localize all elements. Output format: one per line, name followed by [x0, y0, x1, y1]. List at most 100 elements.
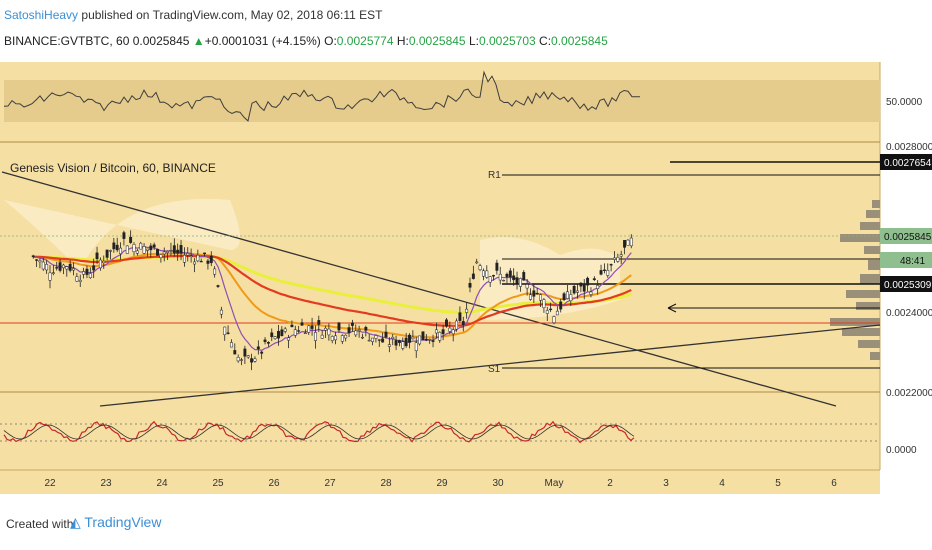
candle-body: [431, 340, 435, 342]
r1-price-tag: [880, 154, 932, 170]
countdown-value: 48:41: [900, 256, 925, 267]
candle-body: [451, 329, 455, 335]
candle-body: [324, 327, 327, 331]
candle-body: [330, 336, 334, 341]
candle-body: [250, 358, 254, 363]
candle-body: [166, 251, 170, 253]
stoch-k-line: [3, 420, 635, 444]
y-tick-0: 0.0028000: [886, 142, 932, 153]
chart-area[interactable]: 50.0000 Genesis Vision / Bitcoin, 60, BI…: [0, 62, 932, 494]
candle-body: [313, 332, 317, 341]
candle-body: [193, 261, 196, 265]
candle-body: [293, 329, 297, 336]
pivot-s1-label: S1: [488, 364, 501, 375]
candle-body: [115, 244, 119, 251]
low-value: 0.0025703: [478, 34, 536, 48]
candle-body: [361, 336, 364, 339]
candle-body: [492, 275, 495, 277]
candle-body: [629, 237, 633, 247]
support-price-tag: [880, 276, 932, 292]
close-value: 0.0025845: [551, 34, 608, 48]
candle-body: [135, 250, 139, 254]
chart-background: [0, 62, 932, 494]
candle-body: [458, 312, 462, 321]
candle-body: [552, 316, 556, 323]
candle-body: [555, 310, 559, 316]
candle-body: [149, 245, 153, 251]
candle-body: [159, 254, 163, 259]
candle-body: [226, 332, 230, 334]
candle-body: [85, 268, 89, 275]
high-label: H:: [396, 34, 409, 48]
candle-body: [162, 251, 166, 255]
candle-body: [374, 335, 378, 339]
candle-body: [58, 262, 62, 271]
y-tick-2: 0.0022000: [886, 388, 932, 399]
ascending-trendline[interactable]: [99, 324, 881, 407]
candle-body: [354, 330, 358, 336]
candle-body: [623, 240, 627, 248]
candle-body: [186, 253, 190, 256]
candle-body: [411, 336, 415, 340]
candle-body: [270, 332, 274, 338]
r1-price-value: 0.0027654: [884, 158, 932, 169]
candle-body: [401, 341, 405, 349]
time-axis: 22 23 24 25 26 27 28 29 30 May 2 3 4 5 6: [44, 478, 837, 489]
candle-body: [129, 236, 133, 243]
candle-body: [347, 327, 351, 333]
candle-body: [283, 328, 287, 332]
x-tick-14: 6: [831, 478, 837, 489]
candle-body: [481, 270, 485, 277]
candle-body: [512, 275, 516, 281]
x-tick-7: 29: [436, 478, 448, 489]
x-tick-5: 27: [324, 478, 336, 489]
candle-body: [256, 346, 260, 349]
candle-body: [172, 245, 176, 254]
symbol-label: BINANCE:GVTBTC, 60: [4, 34, 130, 48]
candle-body: [273, 336, 277, 339]
arrow-left-icon: [667, 303, 677, 313]
chart-svg[interactable]: 50.0000 Genesis Vision / Bitcoin, 60, BI…: [0, 62, 932, 494]
candle-body: [152, 244, 156, 248]
candle-body: [216, 285, 220, 287]
publish-line: SatoshiHeavy published on TradingView.co…: [4, 8, 382, 22]
candle-body: [263, 339, 267, 342]
candle-body: [371, 337, 375, 342]
candle-body: [82, 271, 86, 275]
x-tick-8: 30: [492, 478, 504, 489]
candle-body: [569, 294, 573, 302]
candle-body: [414, 342, 418, 352]
candle-body: [189, 255, 193, 257]
chart-title: Genesis Vision / Bitcoin, 60, BINANCE: [10, 161, 216, 175]
candle-body: [125, 245, 129, 254]
price-change: +0.0001031 (+4.15%): [204, 34, 321, 48]
candle-body: [582, 284, 586, 292]
rsi-band: [4, 80, 880, 122]
candle-body: [45, 264, 49, 271]
candle-body: [334, 335, 338, 341]
chart-header: SatoshiHeavy published on TradingView.co…: [0, 0, 932, 60]
candle-body: [280, 329, 284, 337]
candle-body: [488, 276, 492, 283]
candle-body: [532, 290, 536, 297]
candle-body: [404, 337, 408, 347]
candle-body: [327, 328, 331, 336]
candle-body: [576, 290, 579, 293]
candle-body: [223, 326, 227, 336]
candle-body: [92, 265, 96, 271]
candle-body: [317, 320, 321, 325]
candle-body: [243, 348, 247, 357]
candle-body: [31, 255, 35, 257]
low-label: L:: [468, 34, 479, 48]
tradingview-logo[interactable]: ◭ TradingView: [70, 514, 162, 530]
candle-body: [596, 285, 600, 289]
candle-body: [65, 266, 69, 270]
candle-body: [48, 272, 52, 281]
candle-body: [266, 342, 270, 344]
candle-body: [75, 276, 79, 282]
descending-trendline[interactable]: [1, 171, 837, 407]
candle-body: [260, 351, 264, 354]
candle-body: [35, 259, 39, 261]
author-link[interactable]: SatoshiHeavy: [4, 8, 79, 22]
candle-body: [549, 308, 553, 311]
